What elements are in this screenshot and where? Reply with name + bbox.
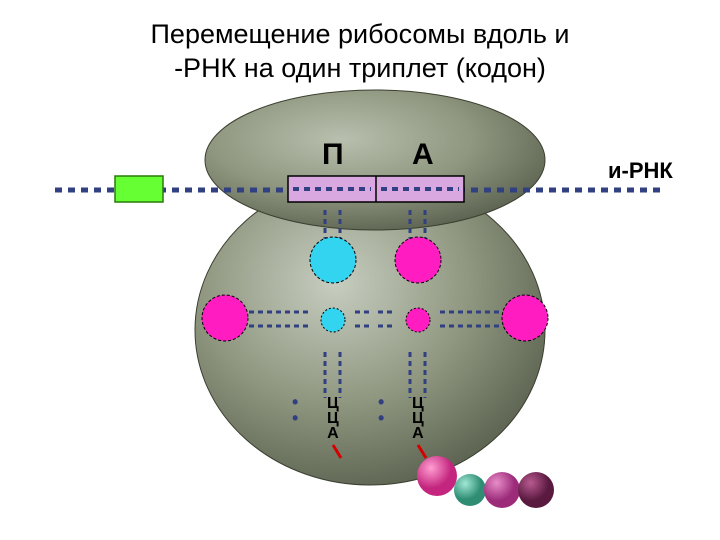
amino-acid-2	[454, 474, 486, 506]
amino-acid-4	[518, 472, 554, 508]
p-site-label: П	[322, 138, 344, 172]
ribosome-small-subunit	[205, 90, 545, 230]
start-codon	[115, 176, 163, 202]
cca-a-site: Ц Ц А	[412, 396, 424, 441]
amino-acid-3	[484, 472, 520, 508]
amino-acid-1	[417, 456, 457, 496]
mrna-label: и-РНК	[608, 158, 673, 184]
ribosome-diagram	[0, 0, 720, 540]
a-site-label: А	[412, 138, 434, 172]
dot-marker-2: •	[292, 408, 298, 429]
dot-marker-4: •	[378, 408, 384, 429]
cca-p-site: Ц Ц А	[327, 396, 339, 441]
